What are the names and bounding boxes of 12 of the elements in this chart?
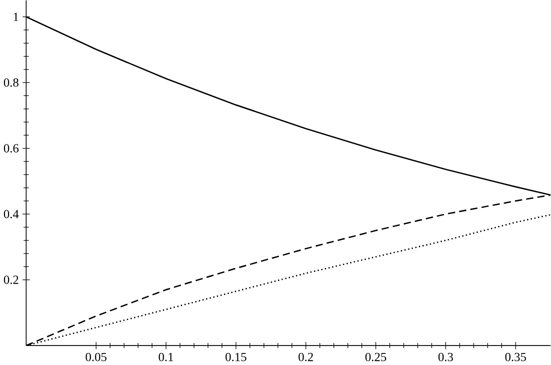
- x-tick-label: 0.3: [438, 352, 453, 362]
- x-tick-label: 0.1: [158, 352, 174, 362]
- y-tick-label: 1: [14, 12, 18, 22]
- x-tick-label: 0.05: [86, 352, 106, 362]
- y-tick-label: 0.4: [4, 210, 19, 218]
- y-tick-label: 0.6: [4, 144, 19, 153]
- x-tick-label: 0.35: [505, 352, 526, 362]
- x-tick-label: 0.2: [298, 352, 313, 362]
- x-tick-label: 0.15: [226, 352, 246, 362]
- x-tick-label: 0.25: [365, 352, 386, 362]
- y-tick-label: 0.8: [4, 78, 18, 87]
- y-tick-label: 0.2: [4, 276, 18, 284]
